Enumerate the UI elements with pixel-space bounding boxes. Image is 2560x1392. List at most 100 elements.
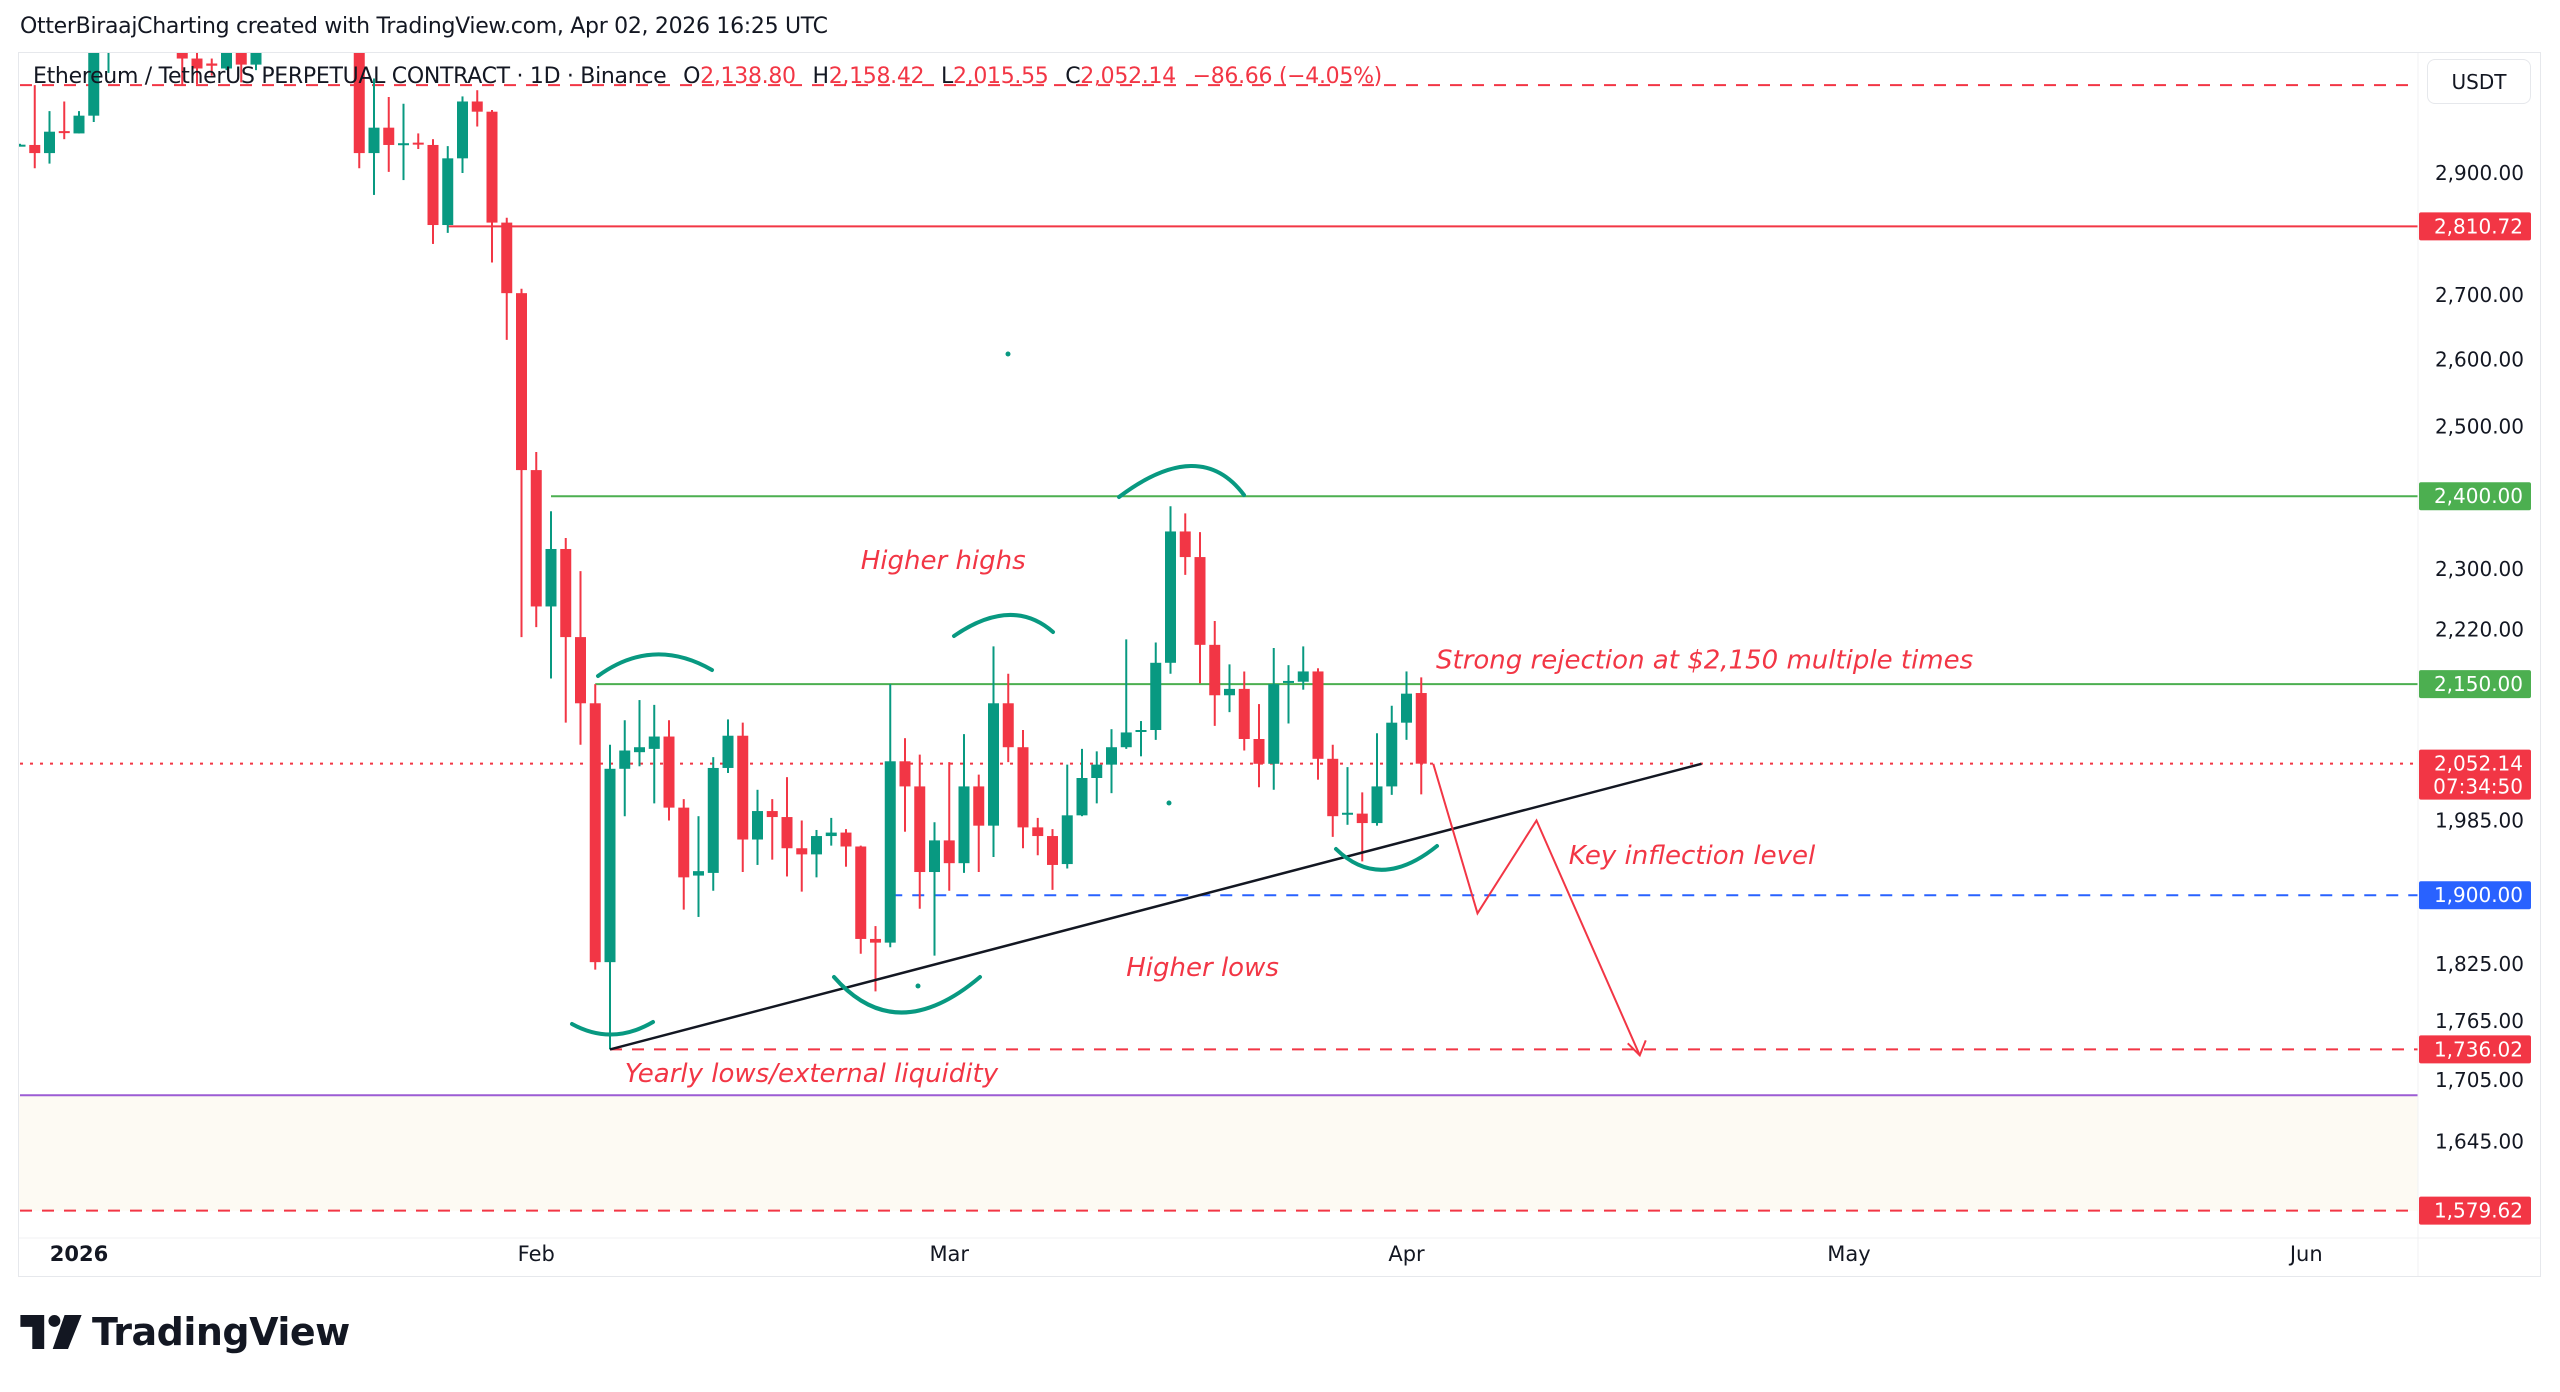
candle[interactable]: [707, 757, 719, 891]
ascending-trendline[interactable]: [609, 762, 1702, 1051]
candle[interactable]: [929, 822, 940, 956]
candle[interactable]: [1371, 733, 1383, 826]
candle[interactable]: [634, 700, 645, 767]
candle[interactable]: [1091, 751, 1103, 804]
candle[interactable]: [781, 777, 793, 877]
candle[interactable]: [1209, 620, 1221, 726]
tradingview-logo[interactable]: TradingView: [20, 1310, 350, 1354]
candle[interactable]: [1327, 744, 1339, 837]
candle[interactable]: [398, 103, 409, 181]
candle[interactable]: [914, 754, 926, 909]
candle[interactable]: [1268, 647, 1280, 790]
candle[interactable]: [235, 16, 247, 83]
candle[interactable]: [1002, 673, 1014, 763]
candle[interactable]: [1032, 817, 1044, 856]
candle[interactable]: [752, 789, 763, 865]
candle[interactable]: [1120, 639, 1132, 749]
candle[interactable]: [88, 32, 100, 122]
candle[interactable]: [1297, 646, 1309, 690]
candle[interactable]: [15, 143, 26, 147]
currency-button[interactable]: USDT: [2427, 59, 2531, 104]
highlight-arc[interactable]: [596, 652, 714, 678]
symbol-title[interactable]: Ethereum / TetherUS PERPETUAL CONTRACT ·…: [33, 64, 667, 89]
candle[interactable]: [1179, 513, 1191, 575]
candle[interactable]: [383, 96, 395, 172]
candle[interactable]: [988, 646, 999, 858]
candle[interactable]: [58, 101, 70, 140]
candle[interactable]: [1061, 764, 1073, 869]
candle[interactable]: [1386, 705, 1398, 795]
candle[interactable]: [530, 451, 542, 628]
candle[interactable]: [1150, 642, 1162, 740]
candle[interactable]: [1135, 721, 1147, 757]
candle[interactable]: [133, 0, 144, 37]
candle[interactable]: [339, 0, 350, 32]
price-tag-target-1579[interactable]: 1,579.62: [2419, 1196, 2531, 1225]
candle[interactable]: [442, 146, 454, 233]
candle[interactable]: [1283, 665, 1294, 724]
candle[interactable]: [722, 719, 734, 773]
candle[interactable]: [899, 738, 911, 832]
price-tag-resistance-2150[interactable]: 2,150.00: [2419, 670, 2531, 699]
highlight-arc[interactable]: [1334, 844, 1439, 872]
candle[interactable]: [737, 722, 749, 873]
candle[interactable]: [943, 762, 955, 891]
candle[interactable]: [545, 511, 557, 679]
candle[interactable]: [648, 704, 660, 804]
highlight-arc[interactable]: [570, 1020, 655, 1037]
annotation-text[interactable]: Yearly lows/external liquidity: [625, 1059, 999, 1089]
candle[interactable]: [1076, 748, 1088, 817]
candle[interactable]: [412, 133, 424, 150]
projection-path[interactable]: [1432, 763, 1641, 1056]
candle[interactable]: [353, 0, 365, 169]
price-tag-support-1900[interactable]: 1,900.00: [2419, 881, 2531, 910]
candle[interactable]: [560, 538, 572, 723]
candle[interactable]: [1194, 532, 1206, 684]
candle[interactable]: [427, 139, 439, 244]
candle[interactable]: [103, 26, 114, 73]
candle[interactable]: [162, 0, 173, 5]
candle[interactable]: [1253, 704, 1265, 788]
annotation-text[interactable]: Strong rejection at $2,150 multiple time…: [1436, 645, 1973, 675]
candle[interactable]: [840, 829, 852, 867]
candle[interactable]: [589, 684, 601, 970]
price-tag-yearly-low[interactable]: 1,736.02: [2419, 1035, 2531, 1064]
candle[interactable]: [1342, 767, 1353, 825]
candle[interactable]: [368, 78, 380, 195]
candle[interactable]: [855, 845, 867, 954]
candle[interactable]: [191, 49, 203, 85]
candle[interactable]: [206, 58, 218, 76]
candle[interactable]: [811, 829, 822, 878]
candle[interactable]: [221, 32, 232, 71]
candle[interactable]: [958, 734, 970, 873]
candle[interactable]: [29, 85, 41, 169]
candle[interactable]: [884, 684, 896, 948]
candle[interactable]: [678, 799, 690, 910]
candle[interactable]: [147, 0, 158, 5]
candle[interactable]: [1106, 729, 1117, 794]
candle[interactable]: [176, 0, 188, 86]
candle[interactable]: [663, 720, 675, 821]
candle[interactable]: [766, 799, 778, 860]
candle[interactable]: [250, 21, 262, 71]
candle[interactable]: [1312, 668, 1324, 780]
annotation-text[interactable]: Key inflection level: [1569, 841, 1816, 871]
candle[interactable]: [796, 820, 808, 892]
candle[interactable]: [516, 288, 527, 638]
highlight-arc[interactable]: [1117, 464, 1246, 499]
candle[interactable]: [1401, 671, 1412, 740]
highlight-arc[interactable]: [952, 612, 1055, 638]
candle[interactable]: [1165, 506, 1176, 674]
candle[interactable]: [118, 21, 129, 53]
candle[interactable]: [486, 109, 498, 263]
candle[interactable]: [693, 816, 704, 917]
candle[interactable]: [604, 744, 616, 1050]
candle[interactable]: [73, 111, 85, 134]
candle[interactable]: [501, 217, 513, 340]
candle[interactable]: [1415, 677, 1427, 795]
candle[interactable]: [619, 720, 631, 817]
candle[interactable]: [471, 90, 483, 127]
price-tag-resistance-2810[interactable]: 2,810.72: [2419, 212, 2531, 241]
